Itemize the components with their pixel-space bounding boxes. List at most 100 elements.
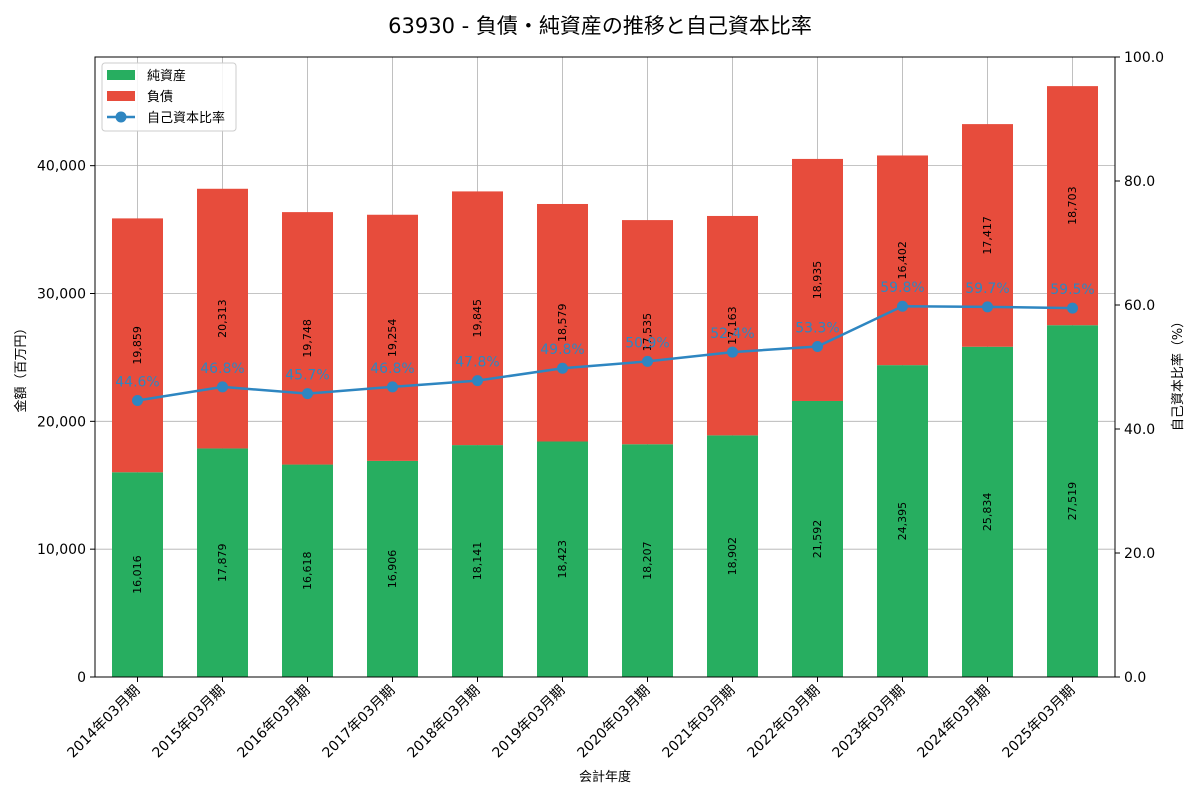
bar-label-liabilities: 18,703 (1066, 186, 1079, 225)
y2-axis-title: 自己資本比率（%） (1170, 315, 1186, 431)
bar-net-assets (877, 365, 928, 677)
bar-label-net-assets: 21,592 (811, 520, 824, 559)
ratio-label: 52.4% (710, 326, 754, 342)
bar-label-liabilities: 17,163 (726, 306, 739, 345)
ratio-point (982, 301, 993, 313)
bar-label-liabilities: 19,254 (386, 319, 399, 358)
y2-tick-label: 60.0 (1124, 298, 1155, 314)
ratio-line (137, 304, 1073, 402)
ratio-point (217, 381, 228, 393)
y2-tick-label: 20.0 (1124, 546, 1155, 562)
ratio-label: 59.5% (1050, 282, 1094, 298)
bar-label-liabilities: 19,845 (471, 299, 484, 338)
bar-label-liabilities: 18,579 (556, 303, 569, 342)
ratio-point (727, 346, 738, 358)
ratio-label: 46.8% (200, 361, 244, 377)
bar-net-assets (1047, 325, 1098, 677)
ratio-point (557, 362, 568, 374)
y2-tick-label: 0.0 (1124, 670, 1146, 686)
y-axis-title: 金額（百万円） (13, 321, 29, 412)
y-tick-label: 20,000 (37, 414, 86, 430)
legend-box (101, 62, 237, 132)
bar-liabilities (622, 220, 673, 445)
ratio-label: 45.7% (285, 368, 329, 384)
bar-liabilities (707, 215, 758, 436)
bar-label-net-assets: 18,423 (556, 540, 569, 579)
bar-liabilities (112, 218, 163, 473)
legend-label-ratio: 自己資本比率 (147, 110, 225, 126)
bar-label-liabilities: 17,417 (981, 216, 994, 255)
bar-label-net-assets: 17,879 (216, 543, 229, 582)
bar-label-liabilities: 16,402 (896, 241, 909, 280)
bar-net-assets (282, 464, 333, 677)
legend-label-net-assets: 純資産 (147, 68, 186, 84)
legend: 純資産 負債 自己資本比率 (101, 62, 237, 132)
bar-label-net-assets: 16,618 (301, 552, 314, 591)
ratio-label: 53.3% (795, 321, 839, 337)
bar-net-assets (622, 444, 673, 677)
bar-label-liabilities: 20,313 (216, 299, 229, 338)
bar-label-net-assets: 18,207 (641, 541, 654, 580)
bar-liabilities (452, 191, 503, 446)
ratio-label: 59.8% (880, 280, 924, 296)
bar-net-assets (962, 346, 1013, 677)
bar-net-assets (452, 445, 503, 677)
legend-swatch-liabilities (107, 91, 135, 101)
bar-net-assets (537, 441, 588, 677)
bar-net-assets (367, 460, 418, 677)
ratio-label: 46.8% (370, 361, 414, 377)
x-axis-title: 会計年度 (579, 769, 631, 785)
bar-liabilities (1047, 86, 1098, 326)
ratio-label: 44.6% (115, 374, 159, 390)
bar-label-liabilities: 17,535 (641, 313, 654, 352)
ratio-point (387, 381, 398, 393)
plot-frame (94, 56, 1116, 678)
bar-net-assets (792, 400, 843, 677)
bar-net-assets (707, 435, 758, 677)
ratio-point (132, 394, 143, 406)
ratio-label: 59.7% (965, 281, 1009, 297)
y2-tick-label: 100.0 (1124, 50, 1164, 66)
bar-label-net-assets: 27,519 (1066, 482, 1079, 521)
bar-label-liabilities: 18,935 (811, 261, 824, 300)
ratio-point (1067, 302, 1078, 314)
bar-layer (112, 86, 1098, 677)
bar-label-net-assets: 18,902 (726, 537, 739, 576)
y-tick-label: 30,000 (37, 286, 86, 302)
y2-tick-label: 40.0 (1124, 422, 1155, 438)
bar-label-net-assets: 24,395 (896, 502, 909, 541)
bar-label-liabilities: 19,859 (131, 326, 144, 365)
ratio-line-layer: 44.6% 46.8% 45.7% 46.8% 47.8% 49.8% 50.9% 52.4%… (115, 280, 1095, 406)
bar-label-layer: 16,016 19,859 17,879 20,313 16,618 19,748 16,9… (131, 186, 1079, 593)
ratio-point (812, 341, 823, 353)
bar-liabilities (367, 214, 418, 461)
legend-label-liabilities: 負債 (147, 90, 173, 105)
bar-liabilities (877, 155, 928, 366)
bar-label-net-assets: 25,834 (981, 493, 994, 532)
bar-liabilities (282, 212, 333, 465)
bar-label-liabilities: 19,748 (301, 319, 314, 358)
bar-net-assets (197, 448, 248, 677)
y2-tick-label: 80.0 (1124, 174, 1155, 190)
ratio-point (897, 300, 908, 312)
ratio-label: 47.8% (455, 355, 499, 371)
bar-net-assets (112, 472, 163, 677)
legend-marker-ratio (115, 111, 127, 123)
bar-liabilities (197, 188, 248, 449)
y-tick-label: 0 (77, 670, 86, 686)
bar-liabilities (537, 203, 588, 442)
bar-label-net-assets: 16,016 (131, 555, 144, 594)
legend-swatch-net-assets (107, 70, 135, 80)
y-tick-label: 10,000 (37, 542, 86, 558)
ratio-label: 50.9% (625, 335, 669, 351)
bar-label-net-assets: 16,906 (386, 550, 399, 589)
y-tick-label: 40,000 (37, 159, 86, 175)
ratio-point (472, 375, 483, 387)
bar-liabilities (792, 158, 843, 401)
ratio-point (302, 388, 313, 400)
ratio-label: 49.8% (540, 342, 584, 358)
bar-label-net-assets: 18,141 (471, 542, 484, 581)
ratio-point (642, 355, 653, 367)
